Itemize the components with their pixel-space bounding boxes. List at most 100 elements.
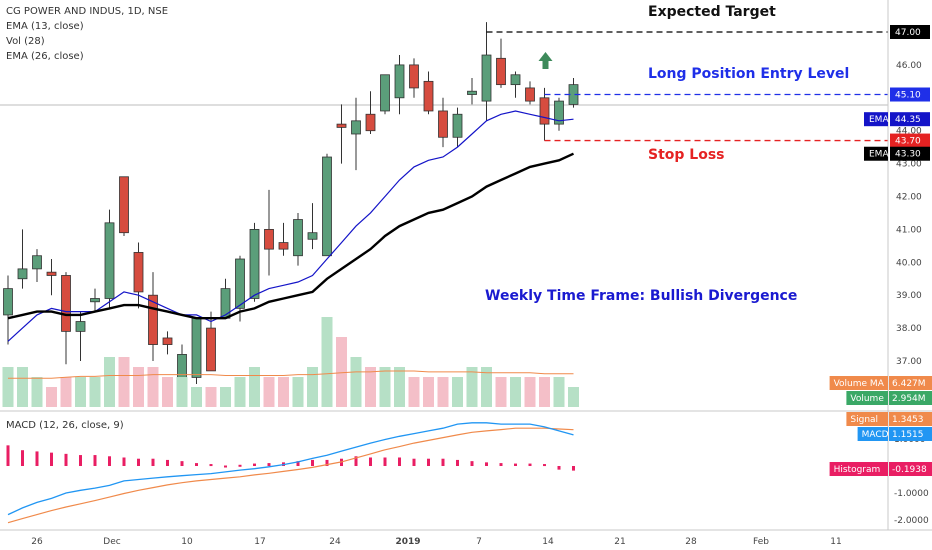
time-tick-label: 17 xyxy=(254,537,265,547)
stop-price-badge-bg xyxy=(890,133,930,148)
signal-badge-name: Signal xyxy=(850,415,878,425)
ema13-line xyxy=(7,110,574,342)
volume-bar xyxy=(249,367,260,407)
volume-bar xyxy=(495,377,507,407)
volume-bar xyxy=(46,387,57,407)
histogram-bar xyxy=(253,463,256,466)
ema13-price-badge-bg xyxy=(890,112,930,127)
stop-price-badge-text: 43.70 xyxy=(895,137,921,147)
volume-bar xyxy=(365,367,376,407)
histogram-bar xyxy=(238,464,242,467)
candle-body xyxy=(32,255,42,270)
histogram-bar xyxy=(557,466,561,470)
candle-body xyxy=(148,294,158,345)
histogram-bar xyxy=(166,459,169,466)
candle-body xyxy=(104,222,115,299)
price-tick-label: 37.00 xyxy=(896,357,922,367)
candle-body xyxy=(119,176,129,234)
volume-pane xyxy=(2,317,579,407)
volume-bar xyxy=(350,357,362,407)
ema26-price-badge-text: 43.30 xyxy=(895,150,921,160)
volume-bar xyxy=(423,377,434,407)
entry-price-badge-text: 45.10 xyxy=(895,91,921,101)
candle-body xyxy=(249,228,260,299)
volume-bar xyxy=(524,377,536,407)
volume-bar xyxy=(118,357,130,407)
candle-body xyxy=(307,232,318,240)
time-tick-label: Feb xyxy=(753,537,769,547)
ema13-price-badge-prefix: EMA xyxy=(869,115,889,125)
signal-line xyxy=(7,427,574,524)
candle-body xyxy=(481,54,492,102)
histogram-bar xyxy=(108,456,111,466)
histogram-badge-value: -0.1938 xyxy=(892,465,927,475)
volume-bar xyxy=(437,377,449,407)
price-pane xyxy=(0,22,888,385)
candle-body xyxy=(438,110,448,138)
histogram-bar xyxy=(122,457,126,466)
candle-body xyxy=(380,74,390,112)
price-tick-label: 44.00 xyxy=(896,127,922,137)
histogram-bar xyxy=(528,463,532,466)
histogram-badge-name-bg xyxy=(829,462,888,476)
candle-body xyxy=(365,113,376,132)
target-price-badge-bg xyxy=(890,25,930,39)
candle-body xyxy=(510,74,521,86)
volume-bar xyxy=(394,367,405,407)
histogram-badge-value-bg xyxy=(889,462,932,476)
candle-body xyxy=(162,337,173,345)
macd-line xyxy=(7,422,574,516)
time-tick-label: 10 xyxy=(181,537,193,547)
candle-body xyxy=(351,120,361,135)
price-tick-label: 39.00 xyxy=(896,291,922,301)
time-tick-label: 24 xyxy=(329,537,341,547)
price-tick-label: 40.00 xyxy=(896,258,922,268)
candle-body xyxy=(336,123,347,128)
macd-tick-label: -1.0000 xyxy=(894,489,929,499)
weekly-divergence-label: Weekly Time Frame: Bullish Divergence xyxy=(485,288,798,304)
candle-body xyxy=(3,288,13,316)
long-entry-label: Long Position Entry Level xyxy=(648,66,850,82)
signal-badge-name-bg xyxy=(846,412,888,426)
volume-bar xyxy=(408,377,420,407)
volume-bar xyxy=(568,387,579,407)
histogram-bar xyxy=(209,464,213,467)
histogram-bar xyxy=(180,461,184,466)
time-tick-label: 7 xyxy=(476,537,482,547)
candle-body xyxy=(90,298,100,303)
macd-badge-value-bg xyxy=(889,427,932,441)
candle-body xyxy=(191,317,202,378)
candle-body xyxy=(278,242,289,250)
volume-ma-line xyxy=(8,370,574,379)
candle-body xyxy=(61,275,71,332)
macd-badge-name: MACD xyxy=(862,430,889,440)
volume-bar xyxy=(379,367,391,407)
ema26-price-badge-prefix: EMA xyxy=(869,150,889,160)
ema13-price-badge-prefix-bg xyxy=(864,112,888,127)
volume-badge-name: Volume xyxy=(850,394,884,404)
histogram-bar xyxy=(195,463,198,466)
time-tick-label: 2019 xyxy=(395,537,420,547)
ema26-legend: EMA (26, close) xyxy=(6,51,84,62)
volume-badge-value: 2.954M xyxy=(892,394,926,404)
entry-price-badge-bg xyxy=(890,87,930,102)
volume-bar xyxy=(234,377,246,407)
candle-body xyxy=(452,113,463,138)
histogram-bar xyxy=(6,445,10,466)
histogram-bar xyxy=(151,458,155,466)
volume-badge-name-bg xyxy=(846,391,888,405)
volume-bar xyxy=(60,377,72,407)
symbol-line: CG POWER AND INDUS, 1D, NSE xyxy=(6,6,169,17)
volume-bar xyxy=(466,367,478,407)
volume-bar xyxy=(321,317,333,407)
histogram-bar xyxy=(267,463,271,466)
volume-bar xyxy=(452,377,463,407)
volume-ma-badge-name-bg xyxy=(829,376,888,390)
candle-body xyxy=(177,354,187,378)
volume-bar xyxy=(553,377,565,407)
candle-body xyxy=(554,100,564,125)
histogram-bar xyxy=(224,465,227,468)
price-tick-label: 43.00 xyxy=(896,160,922,170)
histogram-bar xyxy=(441,458,445,466)
candle-body xyxy=(46,271,57,276)
